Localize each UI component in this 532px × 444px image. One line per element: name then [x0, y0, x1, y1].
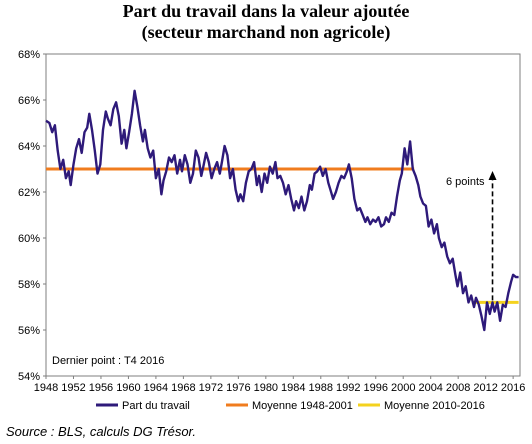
x-tick-label: 1964	[144, 382, 168, 394]
x-tick-label: 2016	[501, 382, 525, 394]
x-tick-label: 1952	[61, 382, 85, 394]
y-tick-label: 56%	[18, 325, 40, 337]
source-note: Source : BLS, calculs DG Trésor.	[6, 424, 196, 439]
legend-label-part-du-travail: Part du travail	[122, 400, 190, 412]
x-tick-label: 1972	[199, 382, 223, 394]
y-axis: 54% 56% 58% 60% 62% 64% 66% 68%	[18, 49, 46, 383]
legend: Part du travail Moyenne 1948-2001 Moyenn…	[96, 400, 485, 412]
y-tick-label: 54%	[18, 371, 40, 383]
y-tick-label: 62%	[18, 187, 40, 199]
last-point-note: Dernier point : T4 2016	[52, 355, 164, 367]
chart-title-line1: Part du travail dans la valeur ajoutée	[123, 1, 410, 21]
y-tick-label: 60%	[18, 233, 40, 245]
y-tick-label: 64%	[18, 141, 40, 153]
x-tick-label: 1968	[171, 382, 195, 394]
x-tick-label: 1956	[89, 382, 113, 394]
x-tick-label: 2012	[473, 382, 497, 394]
x-tick-label: 1948	[34, 382, 58, 394]
chart-title-line2: (secteur marchand non agricole)	[142, 22, 391, 43]
y-tick-label: 66%	[18, 95, 40, 107]
x-tick-label: 1992	[336, 382, 360, 394]
gap-label: 6 points	[446, 176, 485, 188]
x-tick-label: 1984	[281, 382, 305, 394]
legend-label-moyenne-2010-2016: Moyenne 2010-2016	[384, 400, 485, 412]
x-tick-label: 2004	[418, 382, 442, 394]
x-axis: 1948 1952 1956 1960 1964 1968 1972 1976 1980 1984…	[34, 376, 525, 394]
x-tick-label: 2000	[391, 382, 415, 394]
x-tick-label: 1988	[309, 382, 333, 394]
y-tick-label: 58%	[18, 279, 40, 291]
y-tick-label: 68%	[18, 49, 40, 61]
x-tick-label: 1976	[226, 382, 250, 394]
x-tick-label: 2008	[446, 382, 470, 394]
annotations: 6 points	[446, 171, 497, 301]
series-part-du-travail	[45, 89, 519, 332]
x-tick-label: 1980	[254, 382, 278, 394]
plot-area	[45, 53, 521, 377]
gap-arrow-head	[488, 171, 497, 180]
x-tick-label: 1960	[116, 382, 140, 394]
series-line-part-du-travail	[45, 89, 519, 332]
x-tick-label: 1996	[363, 382, 387, 394]
legend-label-moyenne-1948-2001: Moyenne 1948-2001	[252, 400, 353, 412]
